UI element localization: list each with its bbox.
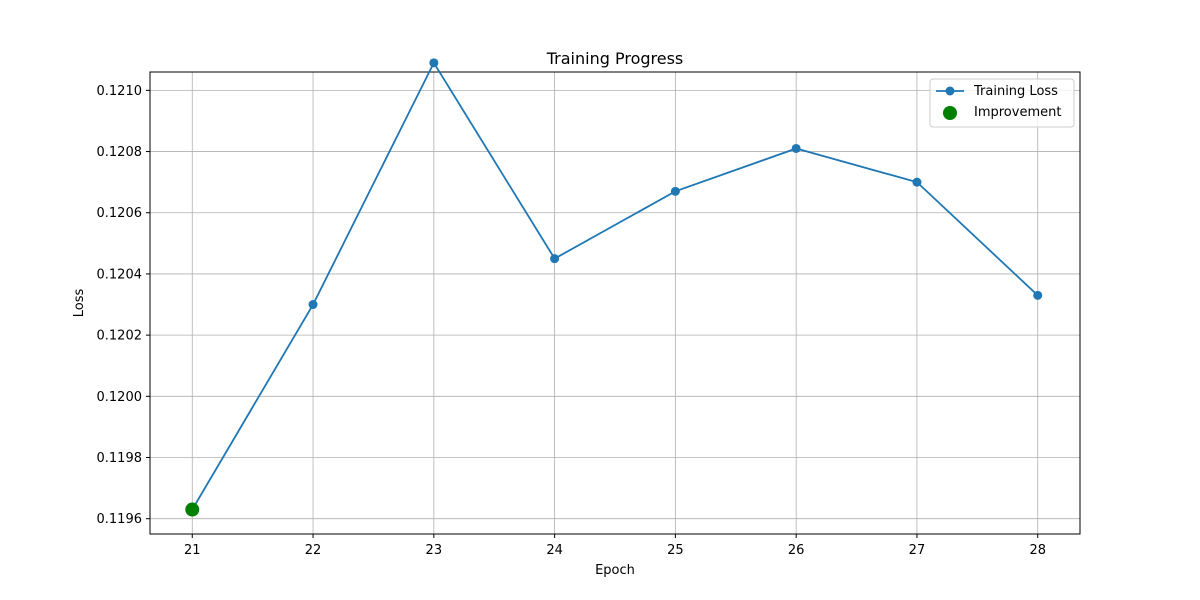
legend-box <box>929 78 1075 128</box>
x-tick-label: 24 <box>546 543 563 558</box>
x-tick-label: 23 <box>426 543 443 558</box>
chart-title: Training Progress <box>546 49 684 68</box>
y-tick-label: 0.1206 <box>97 206 143 221</box>
x-axis-label: Epoch <box>595 563 635 578</box>
y-tick-label: 0.1200 <box>97 390 143 405</box>
x-tick-label: 21 <box>184 543 201 558</box>
training-loss-point <box>670 186 680 196</box>
x-tick-label: 28 <box>1029 543 1046 558</box>
legend-label-training-loss: Training Loss <box>973 84 1058 99</box>
training-loss-point <box>308 300 318 310</box>
y-tick-label: 0.1210 <box>97 84 143 99</box>
x-axis-ticks: 21 22 23 24 25 26 27 28 <box>184 534 1046 558</box>
training-loss-series <box>187 58 1043 515</box>
legend-scatter-marker <box>943 106 957 120</box>
training-loss-point <box>912 177 922 187</box>
improvement-series <box>185 502 200 517</box>
improvement-point <box>185 502 200 517</box>
legend-line-marker <box>945 86 955 96</box>
legend: Training Loss Improvement <box>929 78 1075 128</box>
legend-label-improvement: Improvement <box>974 105 1061 120</box>
training-loss-point <box>429 58 439 68</box>
training-loss-line <box>191 60 1039 510</box>
y-tick-label: 0.1198 <box>97 451 143 466</box>
y-tick-label: 0.1208 <box>97 145 143 160</box>
training-loss-point <box>550 254 560 264</box>
y-tick-label: 0.1196 <box>97 512 143 527</box>
training-loss-point <box>791 143 801 153</box>
x-tick-label: 22 <box>305 543 322 558</box>
grid-lines <box>150 72 1080 534</box>
training-loss-point <box>1033 290 1043 300</box>
y-tick-label: 0.1202 <box>97 329 143 344</box>
x-tick-label: 26 <box>788 543 805 558</box>
y-axis-label: Loss <box>72 289 87 318</box>
y-axis-ticks: 0.1196 0.1198 0.1200 0.1202 0.1204 0.1206 0.12… <box>97 84 150 527</box>
x-tick-label: 27 <box>909 543 926 558</box>
x-tick-label: 25 <box>667 543 684 558</box>
plot-area-frame <box>149 71 1081 535</box>
y-tick-label: 0.1204 <box>97 267 143 282</box>
